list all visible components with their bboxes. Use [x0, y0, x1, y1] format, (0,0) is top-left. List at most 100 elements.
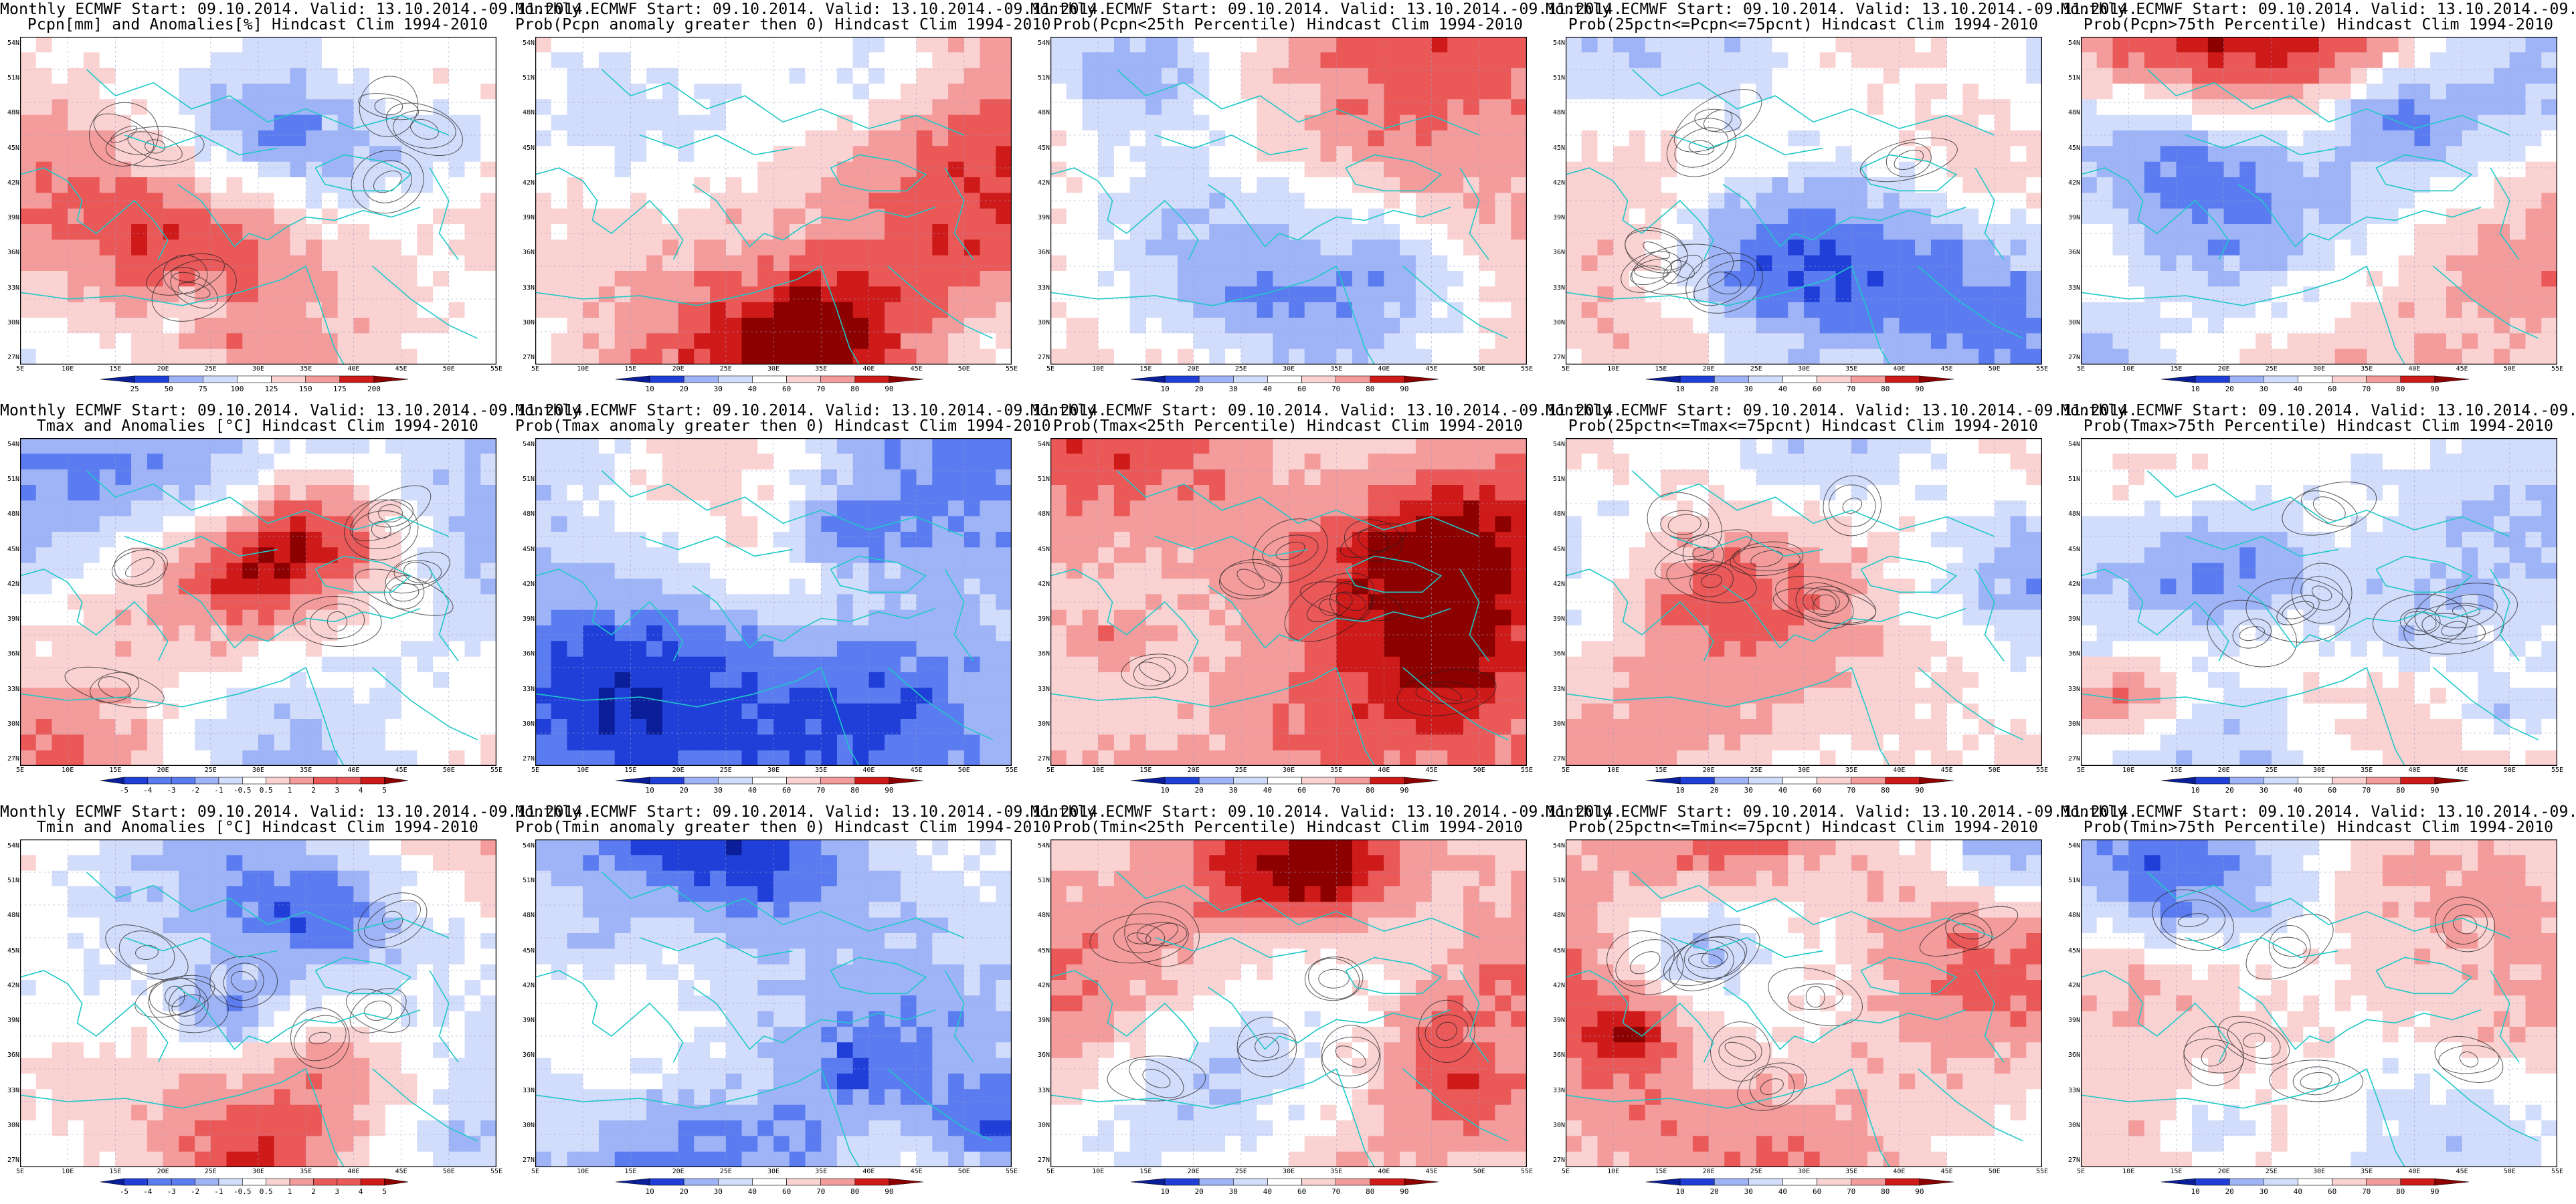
lat-tick-label: 48N: [1037, 510, 1050, 518]
lon-tick-label: 15E: [109, 767, 122, 774]
colorbar-tick-label: -2: [191, 786, 199, 795]
lat-tick-label: 54N: [1037, 441, 1050, 448]
colorbar-tick-label: 175: [333, 385, 347, 393]
lon-tick-label: 5E: [1561, 767, 1570, 774]
shaded-field: [535, 839, 1012, 1167]
lon-tick-label: 45E: [1425, 1168, 1438, 1175]
lat-tick-label: 27N: [7, 354, 19, 361]
colorbar-segment: [683, 1178, 719, 1186]
colorbar-segment: [237, 375, 272, 383]
lat-tick-label: 27N: [1037, 354, 1050, 361]
lon-tick-label: 55E: [1520, 365, 1534, 373]
colorbar-tick-label: 70: [1331, 1187, 1340, 1196]
colorbar-tick-label: 40: [1778, 786, 1787, 795]
lon-tick-label: 35E: [815, 1168, 828, 1175]
colorbar-tick-label: 40: [1263, 1187, 1272, 1196]
colorbar-tick-label: 60: [1813, 385, 1821, 393]
lon-tick-label: 30E: [1797, 1168, 1811, 1175]
lat-tick-label: 36N: [2067, 1051, 2080, 1060]
lon-tick-label: 15E: [2170, 1168, 2183, 1175]
lon-tick-label: 50E: [957, 365, 970, 373]
colorbar-tick-label: 40: [748, 385, 757, 393]
lon-tick-label: 15E: [1139, 767, 1152, 774]
colorbar: 10 20 30 40 60 70 80 90: [1130, 375, 1439, 393]
colorbar-tick-label: 70: [1847, 786, 1855, 795]
lat-tick-label: 45N: [7, 545, 19, 553]
colorbar-segment: [1232, 375, 1268, 383]
lat-tick-label: 45N: [1037, 946, 1050, 955]
colorbar-tick-label: 30: [1229, 1187, 1238, 1196]
lon-tick-label: 30E: [252, 365, 265, 373]
contour-lines: [64, 485, 454, 708]
contour-lines: [2152, 889, 2504, 1102]
lon-tick-label: 10E: [1092, 767, 1105, 774]
colorbar-tick-label: 90: [1915, 385, 1924, 393]
colorbar-segment: [1885, 1178, 1920, 1186]
colorbar-tick-label: 10: [645, 385, 654, 393]
colorbar-tick-label: 20: [1710, 385, 1719, 393]
contour-lines: [89, 76, 463, 322]
colorbar-segment: [384, 777, 409, 785]
lat-tick-label: 36N: [7, 650, 19, 658]
lat-tick-label: 27N: [1552, 1157, 1565, 1164]
lon-tick-label: 25E: [1750, 1168, 1762, 1175]
colorbar-tick-label: 75: [199, 385, 207, 393]
lon-tick-label: 20E: [157, 1168, 169, 1175]
lat-tick-label: 51N: [1037, 877, 1050, 885]
colorbar-segment: [195, 1178, 219, 1186]
lat-tick-label: 45N: [1552, 946, 1565, 955]
lat-tick-label: 33N: [1037, 1086, 1050, 1094]
lon-tick-label: 40E: [862, 365, 875, 373]
colorbar-tick-label: 10: [1675, 786, 1684, 795]
colorbar-segment: [854, 1178, 890, 1186]
colorbar-segment: [2366, 1178, 2401, 1186]
lon-tick-label: 45E: [910, 365, 923, 373]
lon-tick-label: 50E: [442, 767, 455, 774]
lon-tick-label: 25E: [719, 1168, 732, 1175]
colorbar-segment: [1336, 375, 1371, 383]
colorbar-segment: [360, 777, 385, 785]
colorbar-tick-label: 90: [2430, 385, 2439, 393]
lat-tick-label: 30N: [522, 1121, 535, 1129]
colorbar-segment: [1198, 1178, 1234, 1186]
panel-title-line1: Monthly ECMWF Start: 09.10.2014. Valid: …: [515, 803, 1107, 821]
colorbar-tick-label: 40: [2294, 786, 2302, 795]
lon-tick-label: 55E: [1005, 1168, 1018, 1175]
lon-tick-label: 10E: [1092, 365, 1105, 373]
map-field: [2081, 839, 2557, 1167]
lon-tick-label: 45E: [1940, 1168, 1953, 1175]
lon-tick-label: 35E: [1845, 1168, 1858, 1175]
lat-tick-label: 45N: [1552, 545, 1565, 553]
colorbar-segment: [2366, 777, 2401, 785]
map-field: [1050, 839, 1527, 1167]
lat-tick-label: 27N: [522, 1157, 535, 1164]
lat-tick-label: 48N: [1037, 109, 1050, 117]
colorbar-segment: [2195, 777, 2230, 785]
panel-title-line1: Monthly ECMWF Start: 09.10.2014. Valid: …: [0, 1, 592, 18]
lat-tick-label: 48N: [1037, 912, 1050, 920]
lon-tick-label: 55E: [490, 767, 503, 774]
lon-tick-label: 20E: [2217, 1168, 2230, 1175]
colorbar-segment: [1164, 777, 1200, 785]
coastlines: [2081, 872, 2539, 1167]
shaded-field: [1050, 839, 1527, 1167]
lon-tick-label: 25E: [2265, 767, 2278, 774]
colorbar-tick-label: 60: [782, 385, 791, 393]
lon-tick-label: 25E: [719, 767, 732, 774]
panel-title-line1: Monthly ECMWF Start: 09.10.2014. Valid: …: [1030, 803, 1623, 821]
colorbar-tick-label: 150: [299, 385, 312, 393]
coastlines: [1566, 470, 2023, 766]
lon-tick-label: 20E: [1702, 1168, 1715, 1175]
lon-tick-label: 40E: [2408, 365, 2421, 373]
colorbar-segment: [1164, 375, 1200, 383]
colorbar-tick-label: 30: [714, 786, 723, 795]
colorbar-tick-label: 30: [1229, 385, 1238, 393]
panel-title-line1: Monthly ECMWF Start: 09.10.2014. Valid: …: [1546, 402, 2138, 419]
lon-tick-label: 10E: [62, 1168, 74, 1175]
lon-tick-label: 15E: [624, 1168, 637, 1175]
lon-tick-label: 15E: [624, 365, 637, 373]
lon-tick-label: 25E: [719, 365, 732, 373]
lat-tick-label: 42N: [7, 981, 19, 989]
colorbar-tick-label: 40: [1778, 385, 1787, 393]
colorbar-segment: [1645, 777, 1681, 785]
